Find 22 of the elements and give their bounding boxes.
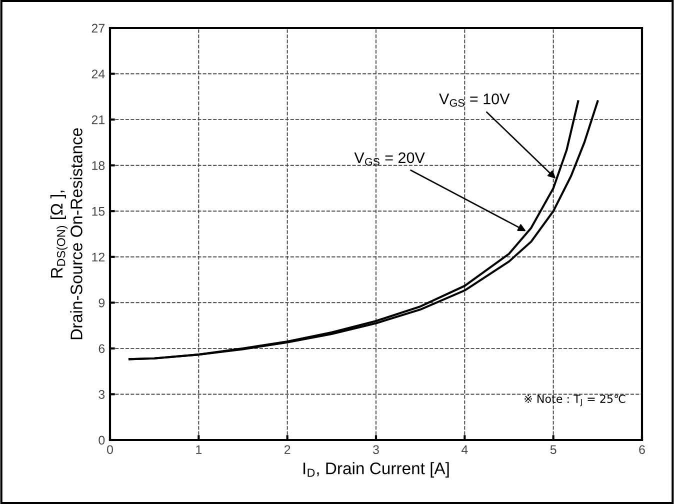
x-tick-label: 1 [196,445,202,454]
x-tick-label: 4 [461,445,468,454]
y-tick-label: 18 [92,161,105,170]
annotation: V$_{GS}$ = 20V [354,152,425,166]
x-axis-title: I$_{D}$, Drain Current [A] [304,462,449,478]
x-tick-label: 3 [373,445,379,454]
y-tick-label: 15 [92,207,105,216]
annotation: V$_{GS}$ = 10V [439,94,510,107]
x-tick-label: 6 [639,445,645,454]
y-tick-label: 27 [92,24,105,33]
x-tick-label: 0 [107,445,113,454]
x-tick-label: 5 [550,445,556,454]
y-tick-label: 3 [98,390,105,399]
y-tick-label: 12 [92,252,105,262]
y-tick-label: 6 [98,344,105,354]
y-tick-label: 21 [92,115,105,124]
y-axis-title: R$_{DS(ON)}$ [Ω ], Drain-Source On-Resistance [50,128,82,340]
y-tick-label: 0 [98,436,105,445]
x-tick-label: 2 [284,445,290,454]
y-tick-label: 24 [92,70,105,78]
y-tick-label: 9 [98,298,105,308]
annotation: ※ Note : T$_{J}$ = 25℃ [524,394,626,406]
